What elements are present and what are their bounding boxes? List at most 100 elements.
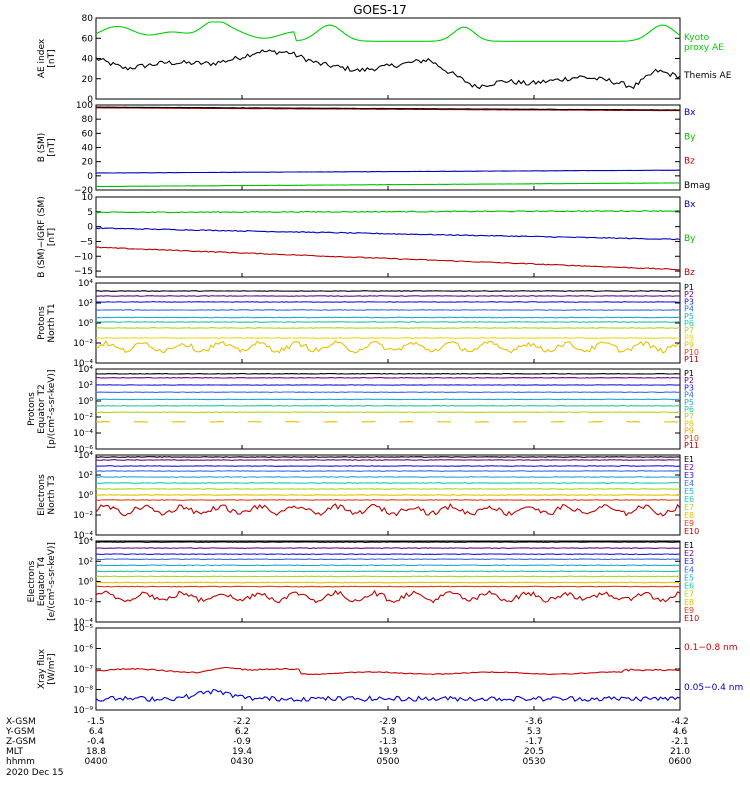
panel-frame — [95, 17, 681, 100]
legend-label-e3: E3 — [684, 557, 694, 566]
date-label: 2020 Dec 15 — [6, 768, 64, 778]
y-tick-label: 60 — [82, 129, 94, 139]
x-row-label: MLT — [6, 747, 24, 757]
series-line-themis-ae — [95, 49, 681, 90]
y-tick-label: 10⁰ — [78, 397, 93, 407]
legend-label-e1: E1 — [684, 455, 694, 464]
panel-bsm: −20 0 20 40 60 80 100 B (SM) [nT] Bx By Bz Bmag — [37, 101, 710, 196]
panel-electrons_t4: 10⁻⁴ 10⁻² 10⁰ 10² 10⁴ Electrons Equator T4 [e/(… — [27, 537, 699, 628]
series-line-p7 — [95, 327, 680, 329]
y-axis-label: B (SM) — [37, 133, 47, 163]
legend-label-p4: P4 — [684, 305, 694, 314]
series-line-0-05-0-4-nm — [95, 688, 681, 703]
y-axis-label: [W/m²] — [47, 653, 57, 684]
x-row-value: 6.2 — [235, 727, 249, 737]
y-tick-label: 10⁻² — [73, 598, 93, 608]
panel-xray: 10⁻⁹ 10⁻⁸ 10⁻⁷ 10⁻⁶ 10⁻⁵ Xray flux [W/m²] 0.1−0… — [37, 624, 743, 716]
y-tick-label: 10⁻⁴ — [73, 429, 93, 439]
legend-label-p10: P10 — [684, 348, 699, 357]
y-tick-label: 60 — [82, 34, 94, 44]
x-row-label: hhmm — [6, 757, 35, 767]
legend-label-p7: P7 — [684, 412, 694, 421]
x-row-value: -2.9 — [379, 717, 397, 727]
legend-label-p9: P9 — [684, 341, 694, 350]
y-tick-label: 10⁻⁵ — [73, 624, 93, 634]
y-tick-label: 10⁻⁶ — [73, 645, 93, 655]
y-axis-label: Xray flux — [37, 648, 47, 689]
series-line-e1 — [95, 456, 681, 458]
y-tick-label: 10⁴ — [78, 365, 93, 375]
y-tick-label: 20 — [82, 158, 94, 168]
y-tick-label: 0 — [87, 172, 93, 182]
series-line-e2 — [95, 547, 681, 549]
x-row-value: -2.1 — [671, 737, 689, 747]
y-tick-label: 0 — [87, 223, 93, 233]
series-line-bx — [95, 169, 681, 174]
y-axis-label: AE index — [37, 38, 47, 78]
y-tick-label: 10² — [78, 471, 93, 481]
y-tick-label: 10⁰ — [78, 319, 93, 329]
y-tick-label: 10⁻⁹ — [73, 706, 93, 716]
series-line-e4 — [95, 558, 681, 561]
legend-label-p8: P8 — [684, 333, 694, 342]
series-line-p1 — [95, 290, 681, 292]
y-tick-label: −20 — [74, 186, 93, 196]
legend-label-e4: E4 — [684, 479, 694, 488]
legend-label-e9: E9 — [684, 519, 694, 528]
legend-label-p5: P5 — [684, 312, 694, 321]
x-row-value: -1.7 — [525, 737, 543, 747]
y-axis-label: North T3 — [47, 475, 57, 514]
y-tick-label: 40 — [82, 144, 94, 154]
y-tick-label: 5 — [87, 208, 93, 218]
legend-label-p3: P3 — [684, 383, 694, 392]
series-line-e7 — [95, 575, 681, 578]
y-axis-label: Protons — [37, 306, 47, 340]
y-axis-label: Equator T2 — [37, 384, 47, 433]
panel-frame — [95, 540, 681, 623]
series-line-bmag — [95, 106, 680, 111]
series-line-e8 — [95, 494, 681, 496]
y-tick-label: 40 — [82, 55, 94, 65]
panel-frame — [95, 282, 681, 364]
x-row-value: -0.9 — [233, 737, 251, 747]
x-row-value: 0600 — [669, 757, 692, 767]
legend-label-e2: E2 — [684, 549, 694, 558]
series-line-e10 — [95, 589, 681, 604]
x-row-value: -4.2 — [671, 717, 689, 727]
series-line-kyoto-proxy-ae — [95, 21, 681, 42]
x-row-value: 6.4 — [89, 727, 104, 737]
legend-label-e1: E1 — [684, 541, 694, 550]
y-tick-label: −10 — [74, 252, 93, 262]
x-row-value: -3.6 — [525, 717, 543, 727]
panel-frame — [95, 104, 681, 191]
x-row-value: 0430 — [231, 757, 254, 767]
x-row-value: 18.8 — [86, 747, 106, 757]
legend-label-p7: P7 — [684, 326, 694, 335]
series-line-p6 — [95, 321, 681, 323]
panel-frame — [95, 368, 681, 450]
legend-label-by: By — [684, 234, 696, 244]
legend-label-e8: E8 — [684, 598, 694, 607]
legend-label-p1: P1 — [684, 283, 694, 292]
legend-label-e3: E3 — [684, 471, 694, 480]
y-axis-label: North T1 — [47, 303, 57, 342]
legend-label-p2: P2 — [684, 290, 694, 299]
legend-label-e9: E9 — [684, 606, 694, 615]
x-row-label: X-GSM — [6, 717, 36, 727]
legend-label-bz: Bz — [684, 157, 695, 167]
series-line-bz — [96, 107, 680, 112]
panel-bsmigrf: −15 −10 −5 0 5 10 B (SM)−IGRF (SM) [nT] Bx By Bz — [37, 193, 696, 278]
y-axis-label: B (SM)−IGRF (SM) — [37, 196, 47, 278]
x-row-value: 4.6 — [673, 727, 688, 737]
legend-label-p9: P9 — [684, 427, 694, 436]
y-tick-label: 20 — [82, 75, 94, 85]
series-line-e10 — [95, 503, 681, 517]
series-line-bz — [95, 246, 681, 271]
legend-label-e2: E2 — [684, 463, 694, 472]
x-row-value: 0530 — [523, 757, 546, 767]
series-line-e3 — [96, 553, 681, 556]
x-row-value: 19.4 — [232, 747, 252, 757]
x-row-value: -0.4 — [87, 737, 105, 747]
panel-protons_t1: 10⁻⁴ 10⁻² 10⁰ 10² 10⁴ Protons North T1 P1P2P3P4… — [37, 279, 699, 369]
